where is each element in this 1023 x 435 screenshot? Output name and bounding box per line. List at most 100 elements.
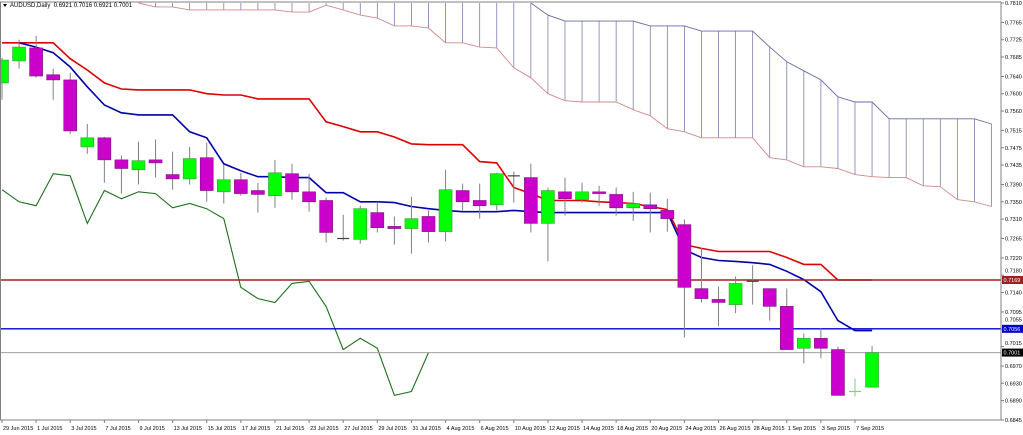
candle — [643, 192, 658, 233]
y-tick-label: 0.7390 — [1005, 182, 1022, 188]
bearish-candle-body — [609, 194, 623, 209]
candle — [337, 214, 350, 241]
bearish-candle-body — [285, 173, 299, 193]
y-tick-label: 0.7015 — [1005, 341, 1022, 347]
candle — [12, 39, 26, 69]
candle — [660, 198, 675, 232]
senkou-span-a-line — [138, 2, 992, 207]
x-tick-label: 29 Jul 2015 — [378, 426, 406, 432]
bullish-candle-body — [865, 352, 879, 388]
x-tick-label: 27 Jul 2015 — [344, 426, 372, 432]
bullish-candle-body — [797, 338, 811, 349]
x-tick-label: 6 Aug 2015 — [481, 426, 509, 432]
bearish-candle-body — [831, 349, 845, 396]
price-label: 0.7056 — [1004, 327, 1021, 333]
candle — [849, 378, 861, 397]
chart-frame — [0, 1, 1002, 421]
candle — [797, 333, 811, 364]
bullish-candle-body — [268, 172, 282, 197]
price-label-box — [1002, 324, 1023, 333]
bullish-candle-body — [489, 173, 504, 206]
candle — [779, 288, 794, 350]
x-tick-label: 13 Jul 2015 — [174, 426, 202, 432]
bullish-candle-body — [353, 208, 368, 240]
y-tick-label: 0.7685 — [1005, 55, 1022, 61]
candle — [234, 172, 248, 196]
x-tick-label: 29 Jun 2015 — [3, 426, 33, 432]
candle — [353, 205, 368, 244]
x-tick-label: 7 Sep 2015 — [856, 426, 884, 432]
bullish-candle-body — [404, 218, 419, 229]
horizontal-levels[interactable] — [0, 279, 1001, 354]
candle — [814, 328, 828, 359]
candle — [592, 185, 606, 206]
level-price-labels: 0.7169 0.7056 0.7001 — [1002, 275, 1023, 357]
candle — [182, 146, 197, 185]
bullish-candle-body — [541, 190, 555, 224]
bearish-candle-body — [319, 200, 333, 233]
bearish-candle-body — [558, 191, 572, 200]
y-tick-label: 0.7310 — [1005, 217, 1022, 223]
candle — [216, 164, 231, 204]
candle — [421, 210, 436, 243]
candle — [575, 182, 589, 203]
bearish-candle-body — [148, 159, 163, 164]
indicator-lines — [1, 41, 873, 397]
bearish-candle-body — [814, 338, 828, 349]
x-tick-label: 1 Sep 2015 — [788, 426, 816, 432]
candle — [63, 73, 78, 134]
bearish-candle-body — [387, 226, 402, 229]
price-label-box — [1002, 275, 1023, 284]
bearish-candle-body — [97, 137, 112, 161]
candle — [268, 159, 282, 208]
bearish-candle-body — [694, 288, 709, 299]
candle — [558, 177, 572, 216]
price-axis[interactable]: 0.7810 0.7765 0.7725 0.7685 0.7640 0.7600 0.75… — [1001, 1, 1022, 424]
candle — [455, 183, 470, 211]
bearish-candle-body — [251, 190, 265, 195]
bullish-candle-body — [12, 46, 26, 62]
bearish-candle-body — [370, 212, 385, 229]
senkou-span-b-line — [530, 2, 992, 125]
ichimoku-cloud — [138, 2, 992, 207]
y-tick-label: 0.7640 — [1005, 74, 1022, 80]
candle — [29, 35, 43, 78]
y-tick-label: 0.7810 — [1005, 1, 1022, 7]
bearish-candle-body — [199, 157, 214, 191]
price-label: 0.7169 — [1004, 278, 1021, 284]
bearish-candle-body — [677, 224, 692, 288]
candle — [285, 163, 299, 200]
bearish-candle-body — [524, 177, 538, 224]
bearish-candle-body — [302, 191, 316, 203]
x-tick-label: 31 Jul 2015 — [412, 426, 440, 432]
symbol-timeframe: AUDUSD,Daily — [10, 3, 51, 9]
candle — [46, 68, 60, 100]
candle — [438, 169, 453, 242]
x-tick-label: 28 Aug 2015 — [754, 426, 785, 432]
x-tick-label: 9 Jul 2015 — [139, 426, 164, 432]
bullish-candle-body — [438, 189, 453, 232]
x-tick-label: 10 Aug 2015 — [515, 426, 546, 432]
candle — [728, 276, 743, 314]
bearish-candle-body — [165, 174, 180, 180]
candle — [251, 182, 265, 213]
x-tick-label: 1 Jul 2015 — [37, 426, 62, 432]
dropdown-triangle-icon[interactable] — [3, 3, 7, 7]
bearish-candle-body — [643, 204, 658, 209]
x-tick-label: 23 Jul 2015 — [310, 426, 338, 432]
candle — [609, 187, 623, 216]
y-tick-label: 0.6970 — [1005, 364, 1022, 370]
x-tick-label: 26 Aug 2015 — [720, 426, 751, 432]
y-tick-label: 0.6845 — [1005, 418, 1022, 424]
bearish-candle-body — [46, 74, 60, 81]
x-tick-label: 14 Aug 2015 — [583, 426, 614, 432]
x-tick-label: 3 Sep 2015 — [822, 426, 850, 432]
candle — [97, 136, 112, 183]
y-tick-label: 0.7140 — [1005, 291, 1022, 297]
time-axis[interactable]: 29 Jun 2015 1 Jul 2015 3 Jul 2015 7 Jul 201… — [1, 420, 884, 432]
y-tick-label: 0.7220 — [1005, 256, 1022, 262]
x-tick-label: 18 Aug 2015 — [617, 426, 648, 432]
x-tick-label: 21 Jul 2015 — [276, 426, 304, 432]
bearish-candle-body — [472, 200, 487, 206]
